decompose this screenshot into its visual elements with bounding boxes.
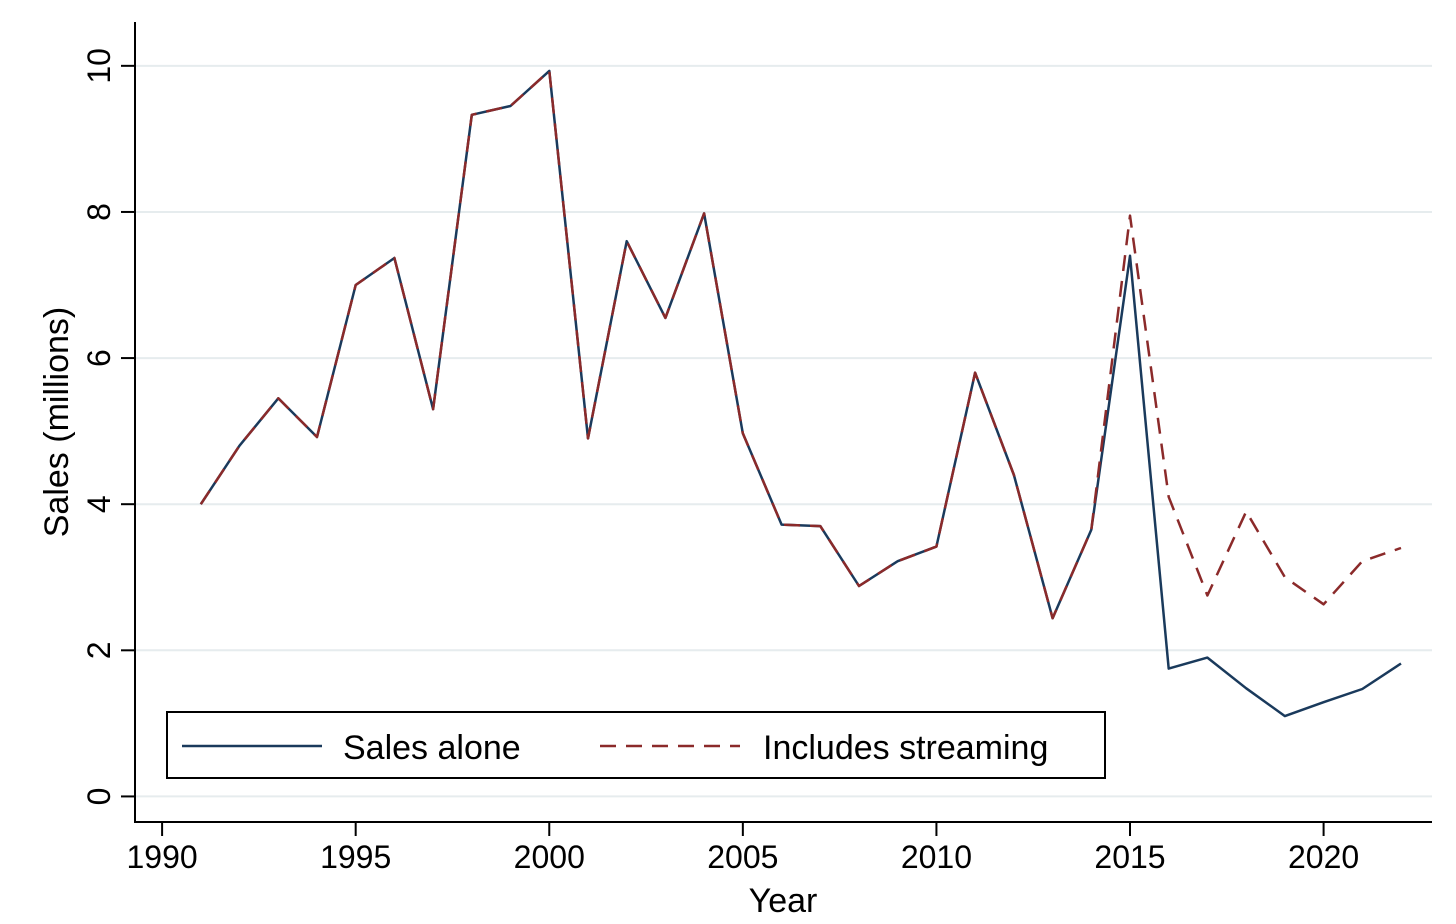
legend-label-sales-alone: Sales alone xyxy=(343,729,521,767)
y-tick-label: 10 xyxy=(81,48,117,84)
x-tick-label: 2005 xyxy=(707,839,778,875)
tick-marks-and-labels: 0 2 4 6 8 10 1990 1995 2000 2005 2010 2015 2020 xyxy=(81,48,1359,875)
x-tick-label: 2000 xyxy=(514,839,585,875)
x-tick-label: 2020 xyxy=(1288,839,1359,875)
legend-label-includes-streaming: Includes streaming xyxy=(763,729,1048,767)
x-tick-label: 1995 xyxy=(320,839,391,875)
gridlines xyxy=(136,64,1432,798)
y-tick-label: 4 xyxy=(81,495,117,513)
series-line-includes-streaming xyxy=(199,69,1402,620)
y-tick-label: 2 xyxy=(81,641,117,659)
axes xyxy=(134,22,1432,823)
x-tick-label: 2015 xyxy=(1094,839,1165,875)
legend: Sales alone Includes streaming xyxy=(166,711,1106,779)
y-tick-label: 0 xyxy=(81,788,117,806)
x-tick-label: 2010 xyxy=(901,839,972,875)
y-axis-title: Sales (millions) xyxy=(38,307,76,538)
y-tick-label: 6 xyxy=(81,349,117,367)
series-lines xyxy=(199,69,1402,718)
y-tick-label: 8 xyxy=(81,203,117,221)
x-axis-title: Year xyxy=(749,882,818,920)
x-tick-label: 1990 xyxy=(127,839,198,875)
series-line-sales-alone xyxy=(199,69,1402,718)
